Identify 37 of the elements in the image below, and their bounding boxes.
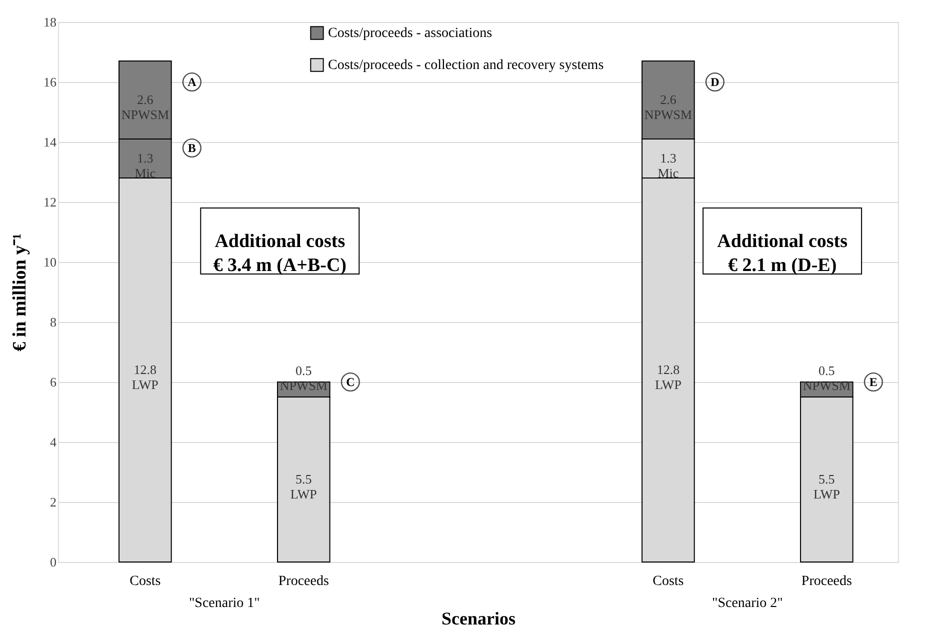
data-label: 5.5 LWP	[290, 472, 317, 502]
y-tick-label: 2	[50, 494, 56, 510]
x-tick-label: Proceeds	[278, 574, 329, 589]
annotation: Additional costs € 2.1 m (D-E)	[717, 231, 848, 276]
y-tick-label: 12	[44, 194, 56, 210]
x-tick-label: Costs	[130, 574, 161, 589]
y-tick-label: 14	[44, 134, 57, 150]
legend-label: Costs/proceeds - collection and recovery systems	[328, 58, 604, 73]
y-tick-label: 0	[50, 554, 56, 570]
y-tick-label: 6	[50, 374, 57, 390]
legend-label: Costs/proceeds - associations	[328, 26, 492, 41]
annotation: C	[346, 375, 355, 389]
annotation: A	[188, 75, 197, 89]
data-label: 2.6 NPWSM	[644, 92, 692, 122]
y-axis-title: € in million y⁻¹	[10, 234, 30, 352]
data-label: 1.3 Mic	[134, 150, 156, 180]
data-label: 2.6 NPWSM	[121, 92, 170, 122]
y-tick-label: 18	[44, 14, 56, 30]
data-label: 12.8 LWP	[132, 362, 158, 392]
data-label: 0.5 NPWSM	[802, 363, 851, 393]
y-tick-label: 16	[44, 74, 57, 90]
y-tick-label: 8	[50, 314, 56, 330]
data-label: 5.5 LWP	[813, 472, 840, 502]
annotation: Additional costs € 3.4 m (A+B-C)	[213, 231, 347, 276]
text: "Scenario 2"	[712, 596, 783, 611]
x-tick-label: Proceeds	[801, 574, 852, 589]
data-label: 1.3 Mic	[658, 150, 679, 180]
data-label: 0.5 NPWSM	[280, 363, 328, 393]
annotation: B	[188, 141, 196, 155]
x-axis-title: Scenarios	[442, 608, 516, 628]
x-tick-label: Costs	[652, 574, 684, 589]
text: "Scenario 1"	[188, 596, 260, 611]
y-tick-label: 4	[50, 434, 57, 450]
annotation: E	[869, 375, 878, 389]
y-tick-label: 10	[44, 254, 56, 270]
annotation: D	[710, 75, 720, 89]
data-label: 12.8 LWP	[654, 362, 682, 392]
